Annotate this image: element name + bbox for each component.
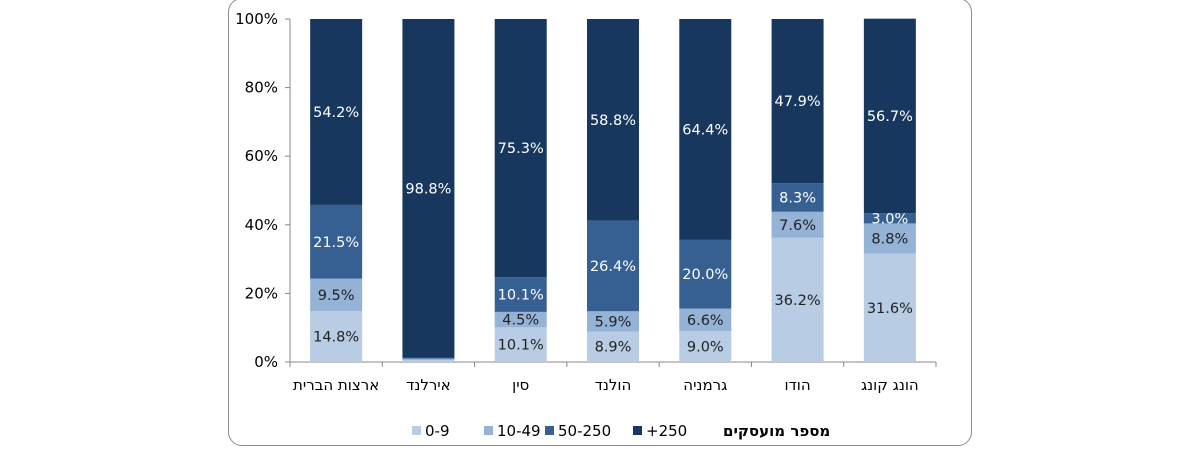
legend-title: מספר מועסקים	[723, 422, 830, 440]
legend-item-50-250: 50-250	[545, 422, 611, 440]
y-tick-label: 60%	[245, 147, 278, 165]
bar-segment-+250	[494, 19, 547, 278]
legend-item-10-49: 10-49	[484, 422, 541, 440]
x-category-label: הולנד	[595, 376, 632, 394]
data-label: 14.8%	[313, 330, 359, 346]
legend-label: 10-49	[497, 422, 541, 440]
x-category-label: הונג קונג	[861, 376, 919, 394]
y-tick-label: 20%	[245, 284, 278, 302]
legend-label: 50-250	[558, 422, 611, 440]
data-label: 36.2%	[775, 293, 821, 309]
bar-segment-0-9	[402, 360, 455, 362]
data-label: 5.9%	[595, 314, 632, 330]
bar-segment-0-9	[310, 311, 363, 362]
data-label: 9.5%	[318, 288, 355, 304]
bar-segment-10-49	[771, 211, 824, 238]
x-category-label: גרמניה	[683, 376, 727, 394]
data-label: 54.2%	[313, 105, 359, 121]
bar-segment-+250	[310, 19, 363, 205]
bar-segment-50-250	[863, 213, 916, 224]
legend-item-0-9: 0-9	[412, 422, 450, 440]
bar-segment-0-9	[863, 253, 916, 362]
bar-segment-10-49	[679, 308, 732, 332]
bar-segment-10-49	[863, 223, 916, 254]
bar-segment-50-250	[679, 239, 732, 309]
data-label: 26.4%	[590, 259, 636, 275]
legend-swatch	[633, 426, 642, 435]
data-label: 98.8%	[405, 181, 451, 197]
bar-segment-10-49	[402, 358, 455, 361]
data-label: 58.8%	[590, 113, 636, 129]
x-category-label: הודו	[784, 376, 810, 394]
data-label: 3.0%	[871, 211, 908, 227]
bar-segment-0-9	[494, 327, 547, 362]
data-label: 8.8%	[871, 232, 908, 248]
legend-label: 0-9	[425, 422, 450, 440]
bar-segment-50-250	[494, 277, 547, 312]
bar-segment-0-9	[587, 331, 639, 362]
legend-label: +250	[646, 422, 687, 440]
bar-segment-50-250	[310, 204, 363, 279]
data-label: 6.6%	[687, 313, 724, 329]
legend-swatch	[545, 426, 554, 435]
data-label: 4.5%	[502, 313, 539, 329]
bar-segment-+250	[587, 19, 639, 221]
x-category-label: ארצות הברית	[293, 376, 379, 394]
data-label: 64.4%	[682, 122, 728, 138]
legend-swatch	[412, 426, 421, 435]
y-tick-label: 0%	[254, 353, 278, 371]
data-label: 8.3%	[779, 191, 816, 207]
bar-segment-0-9	[679, 331, 732, 362]
data-label: 9.0%	[687, 340, 724, 356]
data-label: 75.3%	[498, 141, 544, 157]
bar-segment-50-250	[402, 357, 455, 359]
legend-swatch	[484, 426, 493, 435]
bar-segment-10-49	[310, 278, 363, 312]
bar-segment-50-250	[587, 220, 639, 312]
bar-segment-50-250	[771, 183, 824, 212]
bar-segment-+250	[771, 19, 824, 184]
x-category-label: אירלנד	[406, 376, 451, 394]
x-category-label: סין	[512, 376, 529, 394]
data-label: 10.1%	[498, 338, 544, 354]
data-label: 21.5%	[313, 235, 359, 251]
bar-segment-+250	[402, 19, 455, 358]
data-label: 7.6%	[779, 218, 816, 234]
data-label: 56.7%	[867, 109, 913, 125]
legend-item-+250: +250	[633, 422, 687, 440]
data-label: 8.9%	[595, 340, 632, 356]
bar-segment-+250	[863, 18, 916, 214]
data-label: 31.6%	[867, 301, 913, 317]
bar-segment-10-49	[494, 311, 547, 328]
y-tick-label: 100%	[235, 10, 278, 28]
bar-segment-10-49	[587, 311, 639, 332]
data-label: 10.1%	[498, 288, 544, 304]
bar-segment-0-9	[771, 237, 824, 362]
data-label: 47.9%	[775, 94, 821, 110]
chart-frame	[228, 0, 972, 446]
y-tick-label: 80%	[245, 79, 278, 97]
data-label: 20.0%	[682, 267, 728, 283]
bar-segment-+250	[679, 19, 732, 240]
y-tick-label: 40%	[245, 216, 278, 234]
